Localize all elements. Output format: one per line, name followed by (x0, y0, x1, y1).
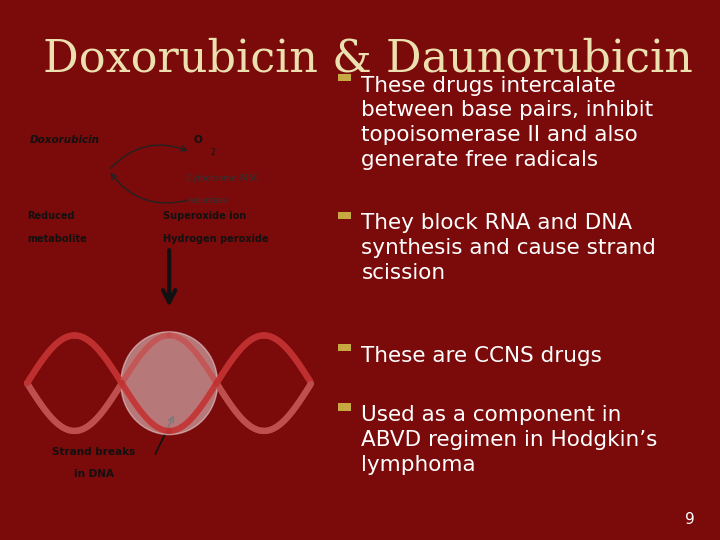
Text: Cytochrome P450: Cytochrome P450 (187, 174, 259, 183)
Text: Superoxide ion: Superoxide ion (163, 211, 246, 221)
Text: in DNA: in DNA (73, 469, 114, 480)
Bar (338, 344, 351, 351)
Text: These are CCNS drugs: These are CCNS drugs (361, 346, 603, 366)
Bar (338, 403, 351, 410)
Text: 2: 2 (211, 148, 216, 157)
Text: They block RNA and DNA
synthesis and cause strand
scission: They block RNA and DNA synthesis and cau… (361, 213, 657, 283)
Bar (338, 212, 351, 219)
Ellipse shape (121, 332, 217, 435)
Text: Hydrogen peroxide: Hydrogen peroxide (163, 234, 269, 245)
Text: These drugs intercalate
between base pairs, inhibit
topoisomerase II and also
ge: These drugs intercalate between base pai… (361, 76, 654, 170)
Text: O: O (194, 136, 202, 145)
Text: reductase: reductase (187, 196, 228, 205)
Text: 9: 9 (685, 511, 695, 526)
Text: Strand breaks: Strand breaks (52, 448, 135, 457)
Text: Doxorubicin: Doxorubicin (30, 136, 100, 145)
Text: Reduced: Reduced (27, 211, 75, 221)
Text: Used as a component in
ABVD regimen in Hodgkin’s
lymphoma: Used as a component in ABVD regimen in H… (361, 405, 658, 475)
Bar (338, 74, 351, 81)
Text: Doxorubicin & Daunorubicin: Doxorubicin & Daunorubicin (43, 38, 693, 81)
Text: metabolite: metabolite (27, 234, 87, 245)
